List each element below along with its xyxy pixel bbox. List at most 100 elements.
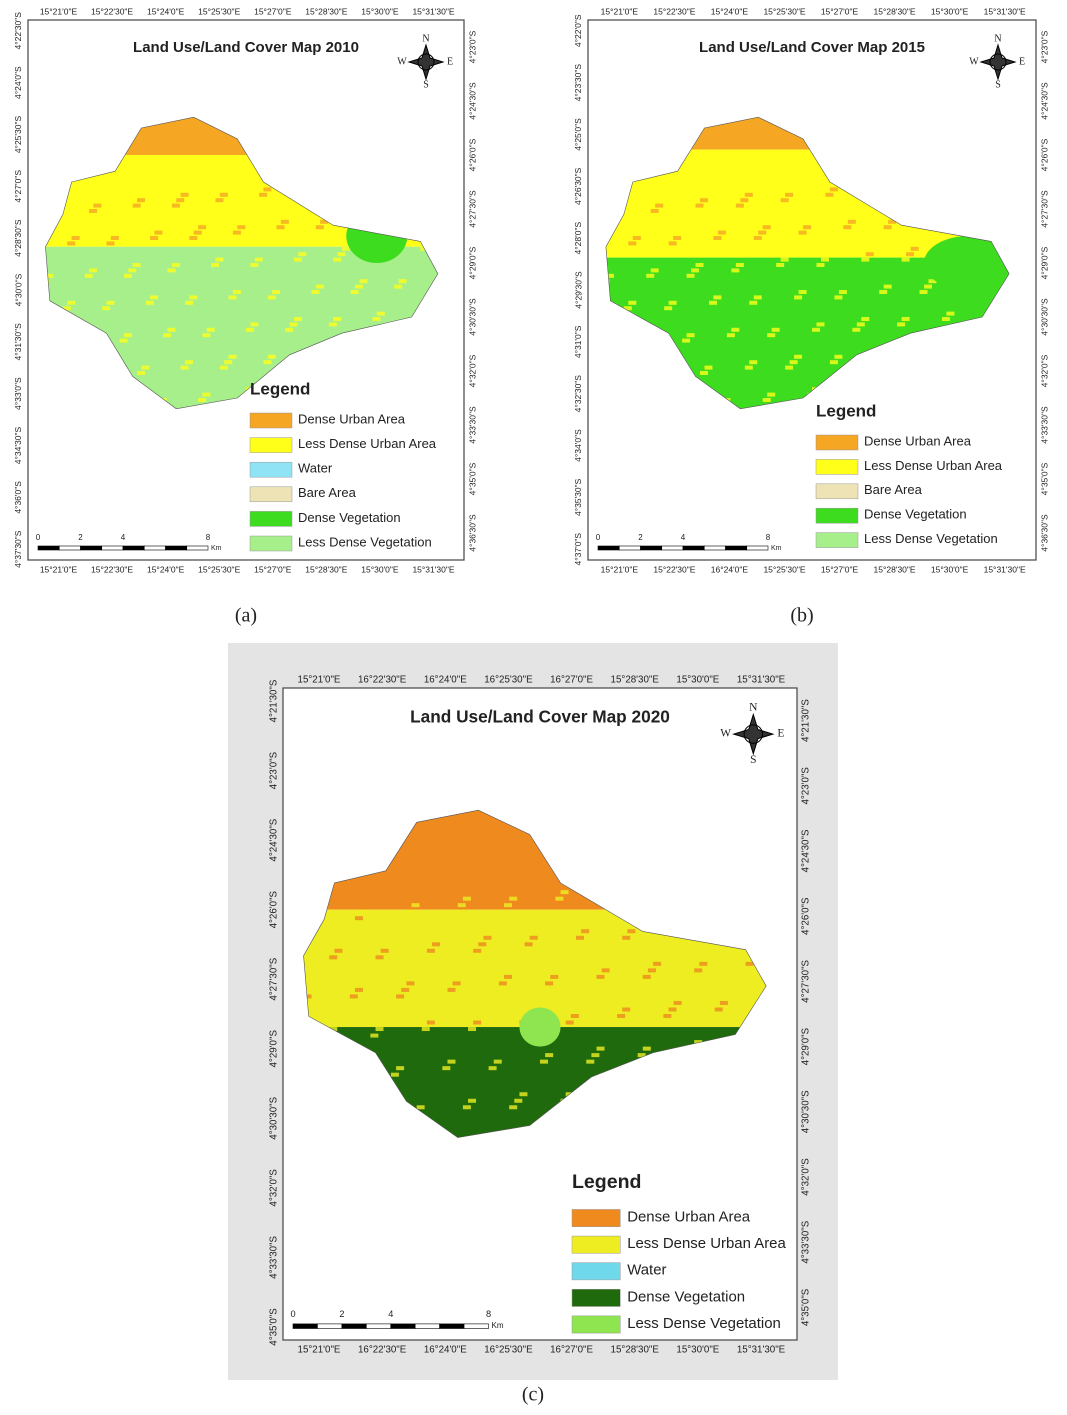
scale-unit: Km [211,545,222,552]
latitude-label: 4°31'0"S [573,325,583,358]
compass-letter: S [750,754,756,766]
latitude-label: 4°35'30"S [573,478,583,516]
latitude-label: 4°25'0"S [573,118,583,151]
land-cover-patch [315,225,324,230]
land-cover-patch [232,290,241,294]
latitude-label: 4°23'0"S [467,30,477,63]
latitude-label: 4°22'30"S [13,12,23,50]
land-cover-patch [411,903,420,908]
land-cover-patch [215,198,224,203]
longitude-label: 15°25'30"E [198,6,240,16]
latitude-label: 4°21'30"S [269,679,280,722]
land-cover-patch [398,279,407,284]
land-cover-patch [524,942,533,947]
land-cover-patch [267,354,276,359]
compass-letter: W [397,56,407,67]
land-cover-patch [504,903,513,908]
scale-bar-segment [165,545,188,551]
land-cover-patch [276,225,285,230]
scale-label: 2 [78,533,83,542]
longitude-label: 15°31'30"E [737,675,786,686]
scale-label: 0 [290,1309,295,1319]
land-cover-patch [167,268,176,273]
land-cover-patch [785,365,794,370]
land-cover-patch [673,236,682,240]
latitude-label: 4°28'0"S [573,222,583,255]
land-cover-patch [668,300,677,305]
land-cover-patch [700,371,708,375]
longitude-label: 16°24'0"E [424,1345,467,1356]
land-cover-patch [686,333,695,338]
land-cover-patch [519,1092,528,1097]
land-cover-patch [647,968,656,973]
land-cover-patch [780,198,789,203]
latitude-label: 4°32'0"S [801,1158,812,1196]
latitude-label: 4°32'0"S [467,354,477,387]
land-cover-patch [694,1040,703,1045]
longitude-label: 15°30'0"E [361,564,399,574]
land-cover-patch [581,929,590,934]
latitude-label: 4°25'30"S [13,115,23,153]
longitude-label: 15°25'30"E [763,564,805,574]
land-cover-patch [879,290,888,294]
scale-bar-segment [122,545,145,551]
land-cover-patch [820,257,829,262]
land-cover-patch [834,295,843,300]
land-cover-patch [315,284,324,289]
caption: (b) [790,605,813,627]
latitude-label: 4°33'0"S [13,377,23,410]
latitude-label: 4°30'0"S [13,273,23,306]
latitude-label: 4°24'30"S [467,82,477,120]
land-cover-patch [699,961,708,966]
land-cover-patch [861,257,870,262]
longitude-label: 15°31'30"E [984,6,1026,16]
land-cover-patch [473,1020,482,1025]
legend-swatch [249,437,293,453]
land-cover-patch [843,225,852,230]
land-cover-patch [359,279,368,284]
compass-rose [732,712,775,756]
land-cover-patch [650,268,659,273]
latitude-label: 4°36'30"S [1039,514,1049,552]
land-cover-patch [154,230,163,235]
latitude-label: 4°29'30"S [573,271,583,309]
land-cover-patch [184,360,193,365]
caption: (c) [522,1384,544,1406]
scale-label: 2 [339,1309,344,1319]
legend-swatch [815,434,859,451]
land-cover-patch [132,203,141,208]
scale-bar-segment [143,545,166,551]
compass-letter: N [749,701,758,713]
latitude-label: 4°36'0"S [13,481,23,514]
scale-bar-segment [661,545,684,551]
legend-swatch [571,1262,621,1281]
legend-title: Legend [250,379,310,398]
land-cover-patch [919,290,928,294]
scale-bar-segment [80,545,103,551]
legend-label: Less Dense Urban Area [627,1235,786,1252]
land-cover-patch [586,1059,595,1064]
land-cover-patch [228,354,237,359]
land-cover-patch [211,263,220,267]
land-cover-patch [67,300,76,305]
latitude-label: 4°26'0"S [1039,138,1049,171]
longitude-label: 15°28'30"E [874,564,916,574]
scale-label: 4 [388,1309,393,1319]
land-cover-patch [198,225,207,230]
land-cover-patch [254,257,263,262]
legend-label: Less Dense Urban Area [864,458,1003,473]
longitude-label: 15°30'0"E [676,1345,719,1356]
land-cover-patch [457,903,466,908]
land-cover-patch [663,1014,672,1018]
longitude-label: 15°30'0"E [931,6,969,16]
longitude-label: 15°27'0"E [821,6,859,16]
land-cover-patch [623,306,632,311]
latitude-label: 4°32'30"S [573,375,583,413]
land-cover-patch [906,252,915,257]
land-cover-patch [180,192,189,197]
land-cover-patch [426,948,435,953]
land-cover-patch [390,1072,399,1077]
latitude-label: 4°23'30"S [573,64,583,102]
land-cover-patch [462,896,471,901]
map-title: Land Use/Land Cover Map 2010 [133,39,359,56]
